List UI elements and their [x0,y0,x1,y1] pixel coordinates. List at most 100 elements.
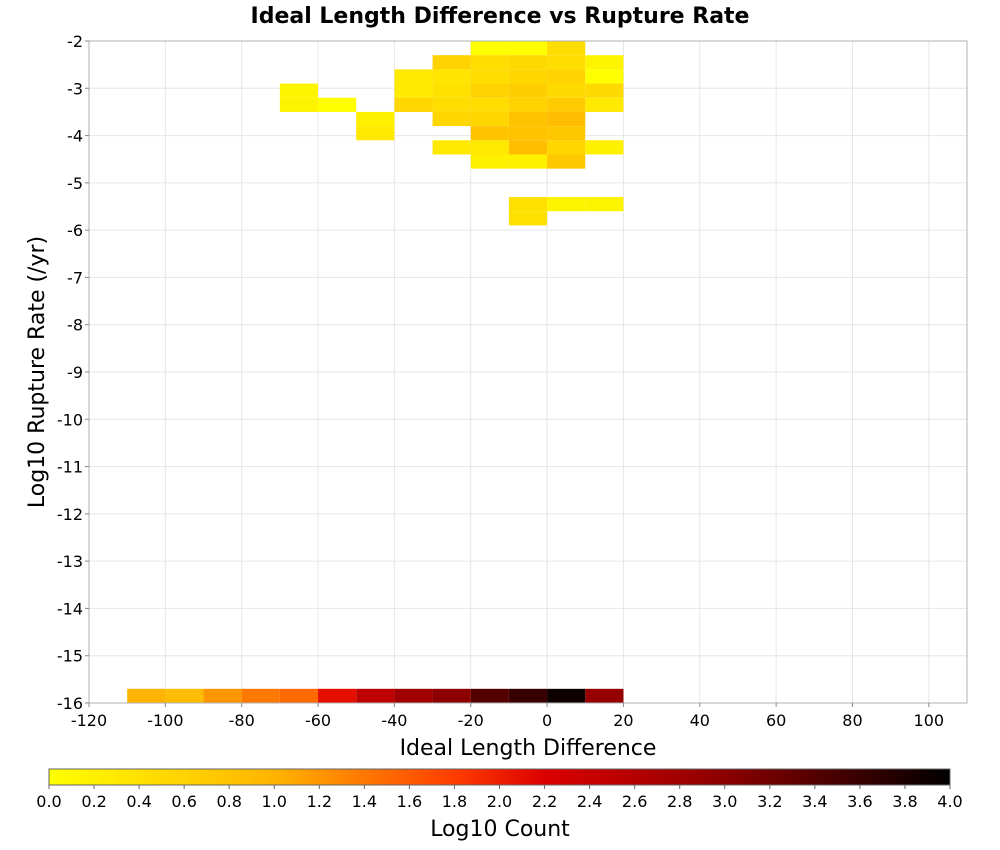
x-tick-label: -60 [305,711,331,730]
heatmap-cell [585,55,624,70]
heatmap-cell [318,688,357,703]
heatmap-cell [470,41,509,56]
heatmap-cell [318,97,357,112]
heatmap-cell [470,688,509,703]
heatmap-cell [547,197,586,212]
heatmap-cell [432,97,471,112]
heatmap-cell [470,83,509,98]
colorbar-tick-label: 1.4 [352,792,377,811]
heatmap-cell [356,126,395,141]
heatmap-cell [547,111,586,127]
chart-title: Ideal Length Difference vs Rupture Rate [251,4,750,29]
heatmap-cell [547,126,586,141]
heatmap-cell [547,83,586,98]
colorbar-tick-label: 0.4 [126,792,151,811]
colorbar-tick-label: 3.6 [847,792,872,811]
heatmap-cell [508,197,548,212]
heatmap-cell [470,111,509,127]
colorbar-label: Log10 Count [430,817,570,842]
heatmap-cell [508,126,548,141]
heatmap-cell [241,688,280,703]
heatmap-cell [508,83,548,98]
heatmap-cell [547,97,586,112]
colorbar [48,768,951,786]
colorbar-tick-label: 2.8 [667,792,692,811]
colorbar-tick-label: 0.0 [36,792,61,811]
y-axis: -2 -3 -4 -5 -6 -7 -8 -9 -10 -11 -12 -13 -14 -15 -16 [57,32,89,713]
heatmap-cell [356,111,395,127]
heatmap-cell [470,97,509,112]
heatmap-cell [470,126,509,141]
heatmap-cell [585,97,624,112]
heatmap-cell [508,97,548,112]
colorbar-tick-label: 3.2 [757,792,782,811]
x-tick-label: 20 [613,711,633,730]
heatmap-cell [432,83,471,98]
heatmap-cell [432,140,471,155]
colorbar-tick-label: 2.2 [532,792,557,811]
colorbar-tick-label: 2.0 [487,792,512,811]
colorbar-tick-label: 0.8 [216,792,241,811]
heatmap-cell [508,55,548,70]
heatmap-cell [585,140,624,155]
y-tick-label: -15 [57,647,83,666]
heatmap-cell [203,688,242,703]
heatmap-cell [470,140,509,155]
heatmap-cell [279,83,319,98]
y-tick-label: -14 [57,599,83,618]
heatmap-cell [585,197,624,212]
colorbar-tick-label: 3.8 [892,792,917,811]
heatmap-cell [470,154,509,169]
heatmap-cell [432,688,471,703]
heatmap-cell [547,154,586,169]
y-tick-label: -3 [67,79,83,98]
y-tick-label: -8 [67,316,83,335]
y-tick-label: -7 [67,268,83,287]
heatmap-cell [585,688,624,703]
y-axis-label: Log10 Rupture Rate (/yr) [25,236,50,508]
y-tick-label: -16 [57,694,83,713]
heatmap-cell [394,83,433,98]
heatmap-cell [279,688,319,703]
colorbar-tick-label: 4.0 [937,792,962,811]
colorbar-tick-label: 0.2 [81,792,106,811]
colorbar-tick-label: 2.6 [622,792,647,811]
y-tick-label: -11 [57,458,83,477]
x-axis-label: Ideal Length Difference [400,736,657,761]
heatmap-cell [470,55,509,70]
heatmap-cell [585,69,624,84]
x-axis: -120 -100 -80 -60 -40 -20 0 20 40 60 80 100 [71,703,944,730]
colorbar-tick-label: 0.6 [171,792,196,811]
colorbar-tick-label: 3.4 [802,792,827,811]
colorbar-axis: 0.0 0.2 0.4 0.6 0.8 1.0 1.2 1.4 1.6 1.8 2.0 2.2 2.4 2… [36,785,963,811]
y-tick-label: -13 [57,552,83,571]
heatmap-cell [547,41,586,56]
x-tick-label: -20 [458,711,484,730]
heatmap-cell [508,688,548,703]
colorbar-tick-label: 1.2 [307,792,332,811]
y-tick-label: -9 [67,363,83,382]
colorbar-tick-label: 2.4 [577,792,602,811]
x-tick-label: -40 [381,711,407,730]
heatmap-cell [547,140,586,155]
heatmap-cell [508,69,548,84]
heatmap-cell [470,69,509,84]
heatmap-cell [508,41,548,56]
colorbar-tick-label: 1.6 [397,792,422,811]
heatmap-cell [508,154,548,169]
x-tick-label: 40 [690,711,710,730]
heatmap-cell [394,688,433,703]
y-tick-label: -12 [57,505,83,524]
x-tick-label: 80 [842,711,862,730]
heatmap-cell [394,97,433,112]
heatmap-cell [165,688,204,703]
x-tick-label: -120 [71,711,107,730]
y-tick-label: -6 [67,221,83,240]
heatmap-cell [508,211,548,226]
heatmap-cell [432,111,471,127]
heatmap-cell [356,688,395,703]
y-tick-label: -10 [57,410,83,429]
x-tick-label: 100 [914,711,945,730]
x-tick-label: -100 [147,711,183,730]
